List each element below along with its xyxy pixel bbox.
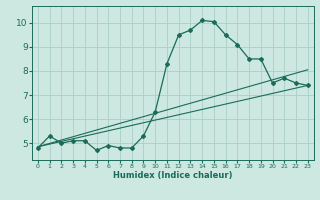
X-axis label: Humidex (Indice chaleur): Humidex (Indice chaleur) [113, 171, 233, 180]
